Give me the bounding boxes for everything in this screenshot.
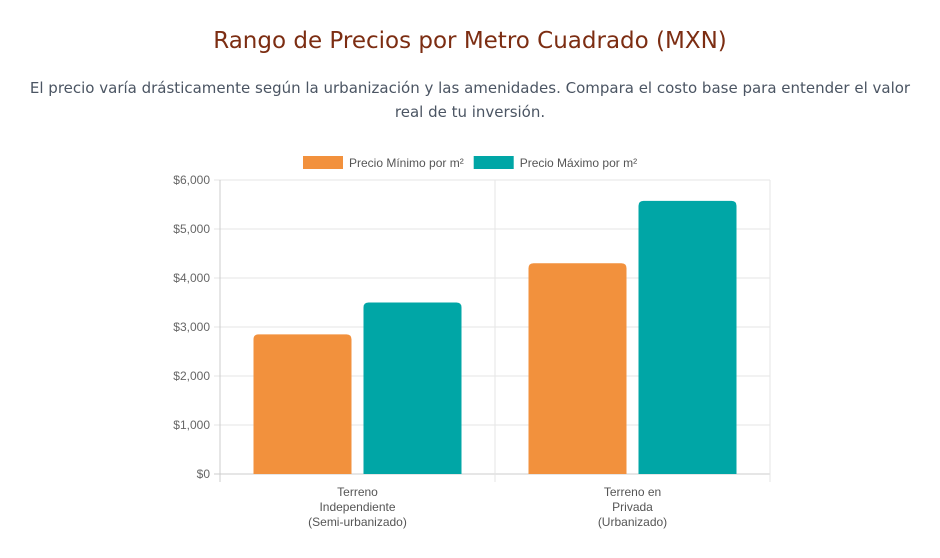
y-tick-label: $3,000 — [173, 320, 210, 334]
y-tick-label: $6,000 — [173, 173, 210, 187]
bar-min-0 — [253, 334, 352, 474]
x-tick-label: Terreno — [337, 485, 378, 499]
y-tick-label: $2,000 — [173, 369, 210, 383]
x-tick-label: Terreno en — [604, 485, 661, 499]
y-tick-label: $5,000 — [173, 222, 210, 236]
x-tick-label: (Semi-urbanizado) — [308, 515, 407, 529]
legend-label-0: Precio Mínimo por m² — [349, 156, 464, 170]
page-subtitle: El precio varía drásticamente según la u… — [29, 79, 911, 121]
x-tick-label: (Urbanizado) — [598, 515, 667, 529]
bar-max-0 — [363, 302, 462, 474]
legend-swatch-0 — [303, 156, 343, 169]
page-title: Rango de Precios por Metro Cuadrado (MXN… — [213, 28, 727, 54]
x-tick-label: Privada — [612, 500, 653, 514]
x-tick-label: Independiente — [319, 500, 395, 514]
bar-min-1 — [528, 263, 627, 474]
legend-label-1: Precio Máximo por m² — [520, 156, 637, 170]
y-tick-label: $0 — [197, 467, 211, 481]
y-tick-label: $1,000 — [173, 418, 210, 432]
bar-max-1 — [638, 200, 737, 474]
legend-swatch-1 — [473, 156, 514, 169]
y-tick-label: $4,000 — [173, 271, 210, 285]
